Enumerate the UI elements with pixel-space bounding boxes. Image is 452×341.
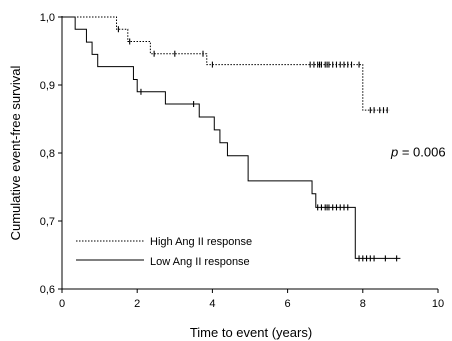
- x-tick-label: 8: [360, 298, 366, 310]
- x-tick-label: 0: [59, 298, 65, 310]
- y-ticks: 0,6 0,7 0,8 0,9 1,0: [40, 12, 62, 296]
- x-tick-label: 4: [209, 298, 215, 310]
- x-tick-label: 2: [134, 298, 140, 310]
- x-tick-label: 10: [432, 298, 444, 310]
- x-ticks: 0 2 4 6 8 10: [59, 289, 444, 310]
- x-axis-title: Time to event (years): [190, 325, 312, 340]
- y-tick-label: 0,6: [40, 284, 55, 296]
- curve-low: [62, 16, 401, 259]
- legend-label-low: Low Ang II response: [150, 256, 250, 268]
- y-tick-label: 0,8: [40, 148, 55, 160]
- p-value-annotation: p = 0.006: [390, 144, 446, 159]
- legend-label-high: High Ang II response: [150, 236, 252, 248]
- y-tick-label: 1,0: [40, 12, 55, 24]
- axes: [61, 16, 438, 290]
- plot-curves: [62, 16, 401, 262]
- p-symbol: p: [390, 144, 398, 159]
- legend: High Ang II response Low Ang II response: [76, 236, 252, 268]
- y-tick-label: 0,7: [40, 216, 55, 228]
- x-tick-label: 6: [285, 298, 291, 310]
- y-tick-label: 0,9: [40, 80, 55, 92]
- y-axis-title: Cumulative event-free survival: [8, 65, 23, 240]
- p-value-text: = 0.006: [398, 144, 445, 159]
